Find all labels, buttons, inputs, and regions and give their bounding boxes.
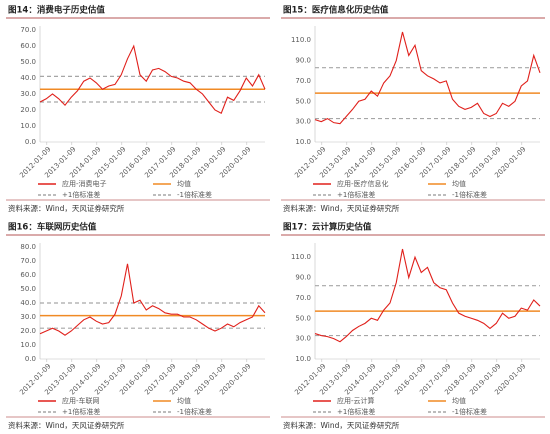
y-tick-label: 50.0 (295, 97, 311, 105)
legend-label: +1倍标准差 (337, 407, 375, 416)
y-tick-label: 70.0 (20, 257, 36, 265)
y-tick-label: 20.0 (20, 327, 36, 335)
series-line (314, 248, 541, 343)
chart-title: 图15：医疗信息化历史估值 (283, 5, 389, 16)
y-tick-label: 0.0 (25, 138, 36, 146)
y-tick-label: 70.0 (295, 77, 311, 85)
legend-label: 应用-车联网 (62, 396, 100, 405)
legend-label: 均值 (452, 396, 466, 405)
y-tick-label: 10.0 (20, 122, 36, 130)
chart-title: 图16：车联网历史估值 (8, 222, 97, 233)
y-tick-label: 0.0 (25, 355, 36, 363)
chart-title: 图17：云计算历史估值 (283, 222, 372, 233)
y-tick-label: 10.0 (295, 355, 311, 363)
series-line (39, 44, 266, 114)
y-tick-label: 60.0 (20, 42, 36, 50)
y-tick-label: 30.0 (20, 90, 36, 98)
y-tick-label: 40.0 (20, 74, 36, 82)
legend-label: 应用-云计算 (337, 396, 375, 405)
y-tick-label: 110.0 (291, 36, 311, 44)
y-tick-label: 20.0 (20, 106, 36, 114)
source-note: 资料来源：Wind，天风证券研究所 (283, 420, 400, 430)
y-tick-label: 90.0 (295, 57, 311, 65)
source-note: 资料来源：Wind，天风证券研究所 (8, 420, 125, 430)
chart-title: 图14：消费电子历史估值 (8, 5, 105, 16)
series-line (314, 31, 541, 125)
y-tick-label: 50.0 (20, 58, 36, 66)
legend-label: -1倍标准差 (177, 190, 212, 199)
source-note: 资料来源：Wind，天风证券研究所 (283, 203, 400, 213)
y-tick-label: 40.0 (20, 299, 36, 307)
series-line (39, 263, 266, 336)
legend-label: 均值 (177, 179, 191, 188)
y-tick-label: 30.0 (20, 313, 36, 321)
legend-label: 均值 (452, 179, 466, 188)
legend-label: +1倍标准差 (62, 407, 100, 416)
y-tick-label: 60.0 (20, 271, 36, 279)
y-tick-label: 80.0 (20, 243, 36, 251)
y-tick-label: 10.0 (20, 341, 36, 349)
y-tick-label: 30.0 (295, 335, 311, 343)
y-tick-label: 110.0 (291, 253, 311, 261)
source-note: 资料来源：Wind，天风证券研究所 (8, 203, 125, 213)
y-tick-label: 50.0 (20, 285, 36, 293)
legend-label: -1倍标准差 (177, 407, 212, 416)
legend-label: -1倍标准差 (452, 190, 487, 199)
y-tick-label: 10.0 (295, 138, 311, 146)
legend-label: 均值 (177, 396, 191, 405)
y-tick-label: 30.0 (295, 118, 311, 126)
legend-label: +1倍标准差 (62, 190, 100, 199)
y-tick-label: 70.0 (20, 26, 36, 34)
y-tick-label: 70.0 (295, 294, 311, 302)
legend-label: +1倍标准差 (337, 190, 375, 199)
legend-label: 应用-医疗信息化 (337, 179, 389, 188)
y-tick-label: 50.0 (295, 314, 311, 322)
legend-label: -1倍标准差 (452, 407, 487, 416)
legend-label: 应用-消费电子 (62, 179, 107, 188)
y-tick-label: 90.0 (295, 274, 311, 282)
